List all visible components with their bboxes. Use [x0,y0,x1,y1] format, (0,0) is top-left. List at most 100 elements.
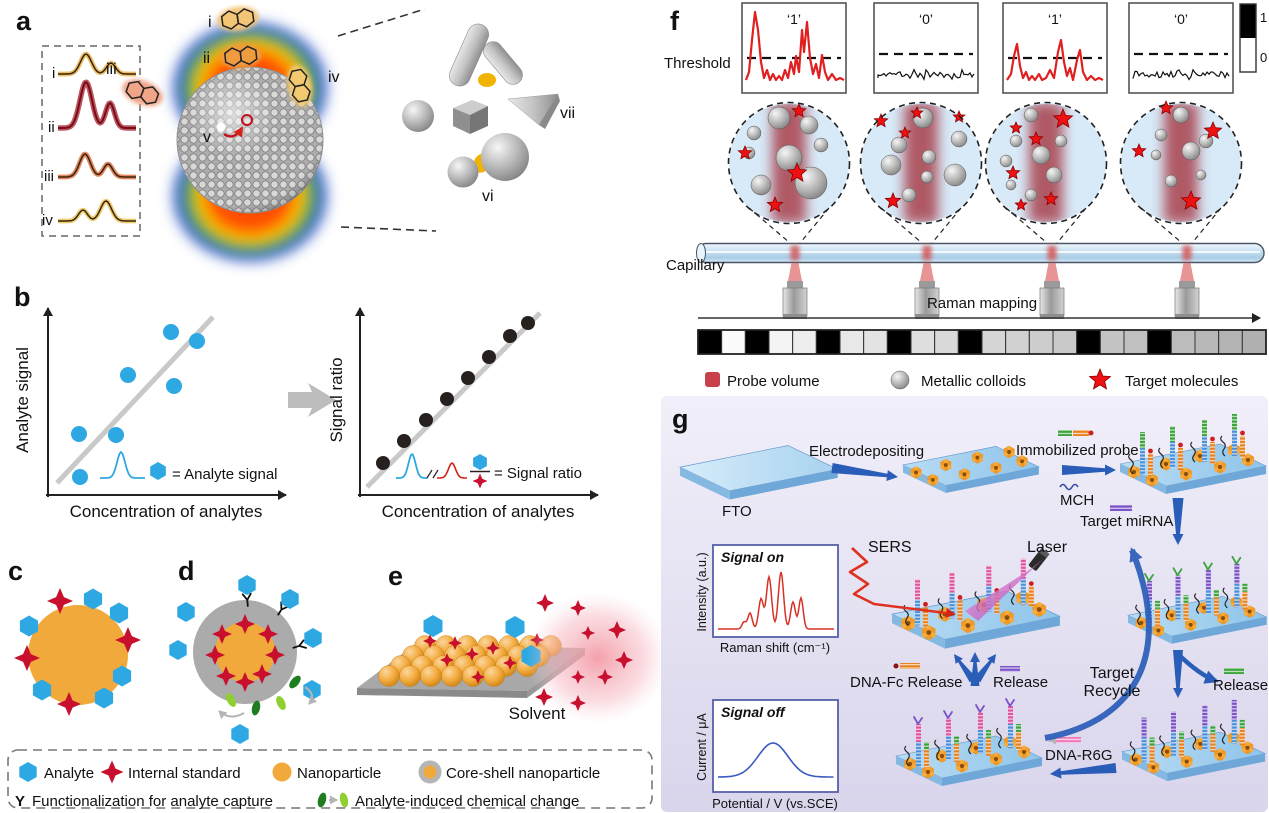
internal-standard-icon [265,645,285,665]
molecule-ii [220,44,262,69]
dna-strand-rungs [1202,705,1208,726]
spectrum-glow [57,198,137,224]
sers-label: SERS [868,539,912,556]
internal-standard-icon [47,588,73,614]
dna-strand-rungs [1239,727,1245,746]
laser-beam [1045,263,1059,281]
fc-icon-dot [893,663,899,669]
dna-strand-rungs [986,738,991,756]
mch-squiggle [1190,441,1196,463]
mch-icon [1059,483,1079,491]
barcode-cell [910,329,936,355]
panel-label-g: g [672,404,689,434]
g-decor [1029,104,1063,222]
rect-decor [1073,430,1089,436]
b-left-legend: = Analyte signal [172,466,278,483]
rect-decor [1175,314,1199,319]
laser-spot [1182,245,1192,261]
probe-icon-dot [1088,430,1094,436]
target-molecule [786,161,808,182]
molecule-label-iii: iii [106,61,117,78]
zoom-dash-bottom [340,226,437,232]
dna-strand-rungs [1213,589,1219,598]
dna-strand-rungs [1141,737,1147,762]
molecule-label-ii: ii [203,50,210,67]
polygon-decor [942,758,1042,786]
overhang-fork [1231,555,1242,565]
barcode-cell [1147,329,1172,355]
b-left-xlabel: Concentration of analytes [70,502,263,521]
target-molecule [766,195,784,213]
dna-strand-rungs [924,742,929,750]
dna-strand-rungs [1171,711,1176,732]
electrodepositing-label: Electrodepositing [809,443,924,460]
dna-strand-rungs [1016,724,1021,732]
target-molecule [1009,120,1023,134]
metallic-colloid [1150,149,1162,161]
embed-arrow [223,126,244,138]
probe-volume-band [1029,104,1063,222]
mch-squiggle [934,739,940,761]
barcode-cell [744,329,770,355]
dna-strand-rungs [1234,563,1240,584]
metallic-colloid [1154,128,1168,142]
dna-strand-rungs [1242,583,1248,592]
barcode-cell [1076,329,1101,355]
analyte-dot [71,426,87,442]
target-molecule [1052,107,1074,128]
analyte-dot [163,324,179,340]
metallic-colloid [1045,166,1063,184]
chem-change-ellipse [339,792,349,808]
probe-volume-icon [705,372,720,387]
solvent-cloud [526,592,660,724]
target-molecule [873,112,889,128]
voltammetry-curve [717,742,834,778]
metallic-colloids-label: Metallic colloids [921,373,1026,390]
mch-squiggle [1128,453,1134,475]
target-molecule [1014,197,1028,211]
overhang-fork [1144,573,1154,582]
dna-strand-rungs [1008,724,1013,748]
metallic-colloid [1024,188,1038,202]
nanoparticle-sphere-small [378,665,400,687]
inspection-circle [1119,99,1243,225]
mch-squiggle [1163,598,1170,620]
barcode-cell [934,329,959,355]
barcode-frame [697,329,1267,355]
analyte-icon [303,680,321,700]
mch-squiggle [937,598,944,619]
metallic-colloid [890,136,908,154]
target-molecule [1180,189,1202,210]
nanoparticle-sphere-small [420,665,442,687]
analyte-icon [112,665,132,687]
analyte-dot [120,367,136,383]
internal-standard-icon [608,621,626,639]
internal-standard-icon [115,627,141,653]
hexagon-icon [473,454,487,470]
barcode-cell [1218,329,1243,355]
ratio-dot [397,434,411,448]
metallic-colloid [901,187,917,203]
ratio-dot [440,392,454,406]
dna-strand-rungs [1170,442,1175,468]
dna-strand-rungs [1202,436,1207,462]
polygon-decor [944,616,1060,649]
embed-site-circle [241,114,253,126]
legend-functionalization-label: Functionalization for analyte capture [32,793,273,810]
recycle-down-arrow [1173,650,1183,698]
target-mirna-label: Target miRNA [1080,513,1173,530]
target-molecule [884,191,902,209]
rect-decor [1044,281,1060,289]
dna-strand-rungs [923,607,928,628]
dna-strand-rungs [1210,442,1215,464]
rect-decor [787,281,803,289]
metallic-colloid [813,137,829,153]
polygon-decor [680,467,730,500]
internal-standard-icon [212,624,232,644]
metallic-colloid-icon [890,370,910,390]
barcode-cell [1005,329,1030,355]
metallic-colloid [920,170,934,184]
rect-decor [1110,505,1132,511]
target-recycle-line2: Recycle [1084,683,1141,700]
internal-standard-icon [536,594,554,612]
